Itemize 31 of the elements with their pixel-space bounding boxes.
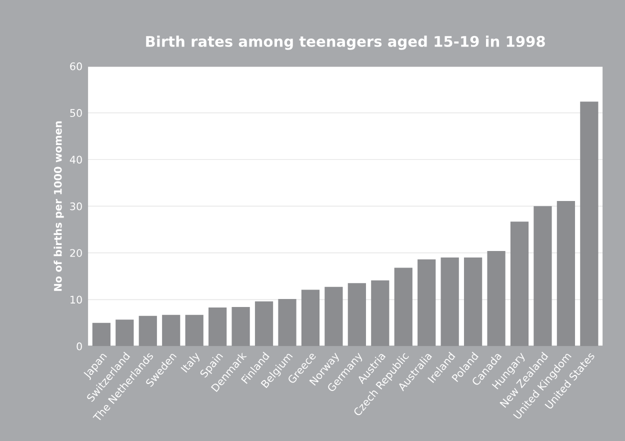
bar <box>324 286 343 346</box>
y-tick-label: 60 <box>70 62 82 70</box>
y-tick-label: 30 <box>70 202 82 210</box>
bar <box>92 322 110 346</box>
bar <box>418 259 436 346</box>
bar <box>371 280 390 346</box>
chart-title: Birth rates among teenagers aged 15-19 in 1998 <box>146 36 545 50</box>
bar <box>162 314 180 346</box>
bar <box>487 250 506 346</box>
bar <box>534 206 552 346</box>
bar <box>464 258 482 346</box>
bar <box>580 102 598 346</box>
bar <box>394 268 412 346</box>
bar <box>510 222 529 346</box>
y-tick-label: 20 <box>70 249 82 257</box>
y-tick-label: 10 <box>70 296 82 304</box>
y-tick-label: 40 <box>70 156 82 164</box>
bar <box>301 290 320 346</box>
bar <box>208 307 227 346</box>
y-tick-label: 50 <box>70 109 82 117</box>
bar <box>348 283 366 346</box>
y-axis-title: No of births per 1000 women <box>54 121 64 291</box>
bar <box>185 314 204 346</box>
y-tick-label: 0 <box>76 342 82 350</box>
bar <box>232 306 250 346</box>
bar <box>138 316 157 346</box>
bar <box>254 301 274 346</box>
bar <box>440 258 459 346</box>
bar <box>278 299 296 346</box>
bar <box>556 201 576 346</box>
bar <box>116 320 134 346</box>
